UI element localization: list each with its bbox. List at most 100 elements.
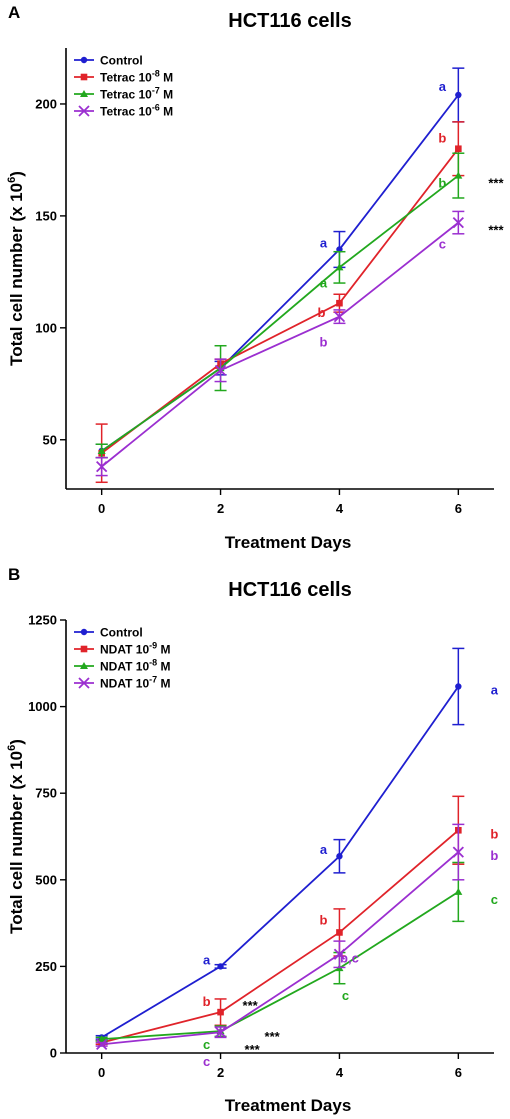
x-tick-label: 6 [455,501,462,516]
series-line [101,94,460,452]
significance-letter: a [491,683,499,698]
data-point [214,1026,227,1038]
significance-letter: b [438,176,446,191]
panel-label: B [8,565,20,584]
y-tick-label: 0 [50,1046,57,1061]
chart-title: HCT116 cells [228,10,351,32]
legend-label: Tetrac 10-6 M [100,103,173,119]
data-point [96,460,108,473]
y-axis-title: Total cell number (x 106) [6,739,26,934]
series-3: c b,c b [95,823,498,1069]
x-tick-label: 4 [336,1065,344,1080]
significance-letter: b [203,994,211,1009]
legend-label: Control [100,54,143,68]
legend-marker [80,628,88,636]
panel-label: A [8,3,20,22]
x-tick-label: 2 [217,1065,224,1080]
significance-letter: c [439,237,446,252]
marker-stroke [333,310,346,323]
legend-item: Tetrac 10-7 M [74,86,173,102]
marker-stroke [96,460,108,473]
y-tick-label: 50 [43,432,57,447]
legend-item: Tetrac 10-6 M [74,103,173,119]
data-point [455,91,462,99]
legend-item: NDAT 10-9 M [74,641,170,657]
x-tick-label: 2 [217,501,224,516]
data-point [336,853,343,860]
y-tick-label: 500 [35,872,57,887]
data-point [335,263,344,271]
data-point [454,887,463,895]
significance-letter: a [320,235,328,250]
legend-label: Tetrac 10-7 M [100,86,173,102]
data-point [97,1035,106,1043]
legend-marker [80,56,88,64]
data-point [455,145,462,153]
panel-A: A HCT116 cells 50 100 150 200 0 2 4 6 Treatment Da… [6,3,504,552]
panel-B: B HCT116 cells 0 250 500 750 1000 1250 0 2 4 6 Treat… [6,565,499,1115]
x-tick-label: 4 [336,501,344,516]
significance-letter: b [319,912,327,927]
legend-marker [80,73,88,81]
series-2: c c c [95,861,498,1052]
legend-item: Tetrac 10-8 M [74,69,173,85]
data-point [97,446,106,454]
data-point [217,1008,224,1016]
series-line [101,685,460,1039]
significance-stars: *** [243,998,259,1013]
x-tick-label: 6 [455,1065,462,1080]
legend-label: NDAT 10-9 M [100,641,170,657]
significance-letter: a [320,275,328,290]
series-line [101,221,459,468]
marker-stroke [452,846,464,858]
data-point [454,171,463,179]
significance-stars: *** [245,1042,261,1057]
marker-stroke [78,677,90,689]
significance-letter: b,c [340,950,359,965]
y-tick-label: 250 [35,959,57,974]
legend-item: NDAT 10-8 M [74,658,170,674]
significance-letter: c [203,1037,210,1052]
series-2: ab [95,152,465,459]
legend-item: NDAT 10-7 M [74,675,170,691]
marker-stroke [96,1038,108,1050]
data-point [452,846,464,858]
series-3: bc [95,210,465,477]
marker-stroke [78,105,90,117]
significance-letter: c [203,1054,210,1069]
x-axis-title: Treatment Days [225,1096,352,1115]
significance-letter: b [438,131,446,146]
data-point [455,683,462,690]
data-point [333,310,346,323]
chart-title: HCT116 cells [228,579,351,601]
legend-item: Control [74,626,143,640]
series-line [101,174,459,452]
marker-stroke [214,364,227,376]
significance-letter: c [342,988,349,1003]
legend-label: Tetrac 10-8 M [100,69,173,85]
series-line [101,891,459,1041]
data-point [214,364,227,376]
x-tick-label: 0 [98,501,105,516]
significance-letter: a [439,79,447,94]
data-point [336,929,343,936]
legend-marker [80,662,88,669]
legend-item: Control [74,54,143,68]
marker-stroke [452,216,464,229]
marker-stroke [333,948,346,960]
y-tick-label: 1250 [28,613,57,628]
legend-label: NDAT 10-7 M [100,675,170,691]
data-point [452,216,464,229]
series-line [101,829,459,1044]
y-tick-label: 750 [35,786,57,801]
series-0: a a a [95,647,499,1041]
significance-letter: b [317,305,325,320]
significance-letter: a [320,842,328,857]
series-1: bbb [95,795,498,1046]
legend-marker [78,677,90,689]
y-tick-label: 150 [35,208,57,223]
legend-marker [80,90,88,97]
